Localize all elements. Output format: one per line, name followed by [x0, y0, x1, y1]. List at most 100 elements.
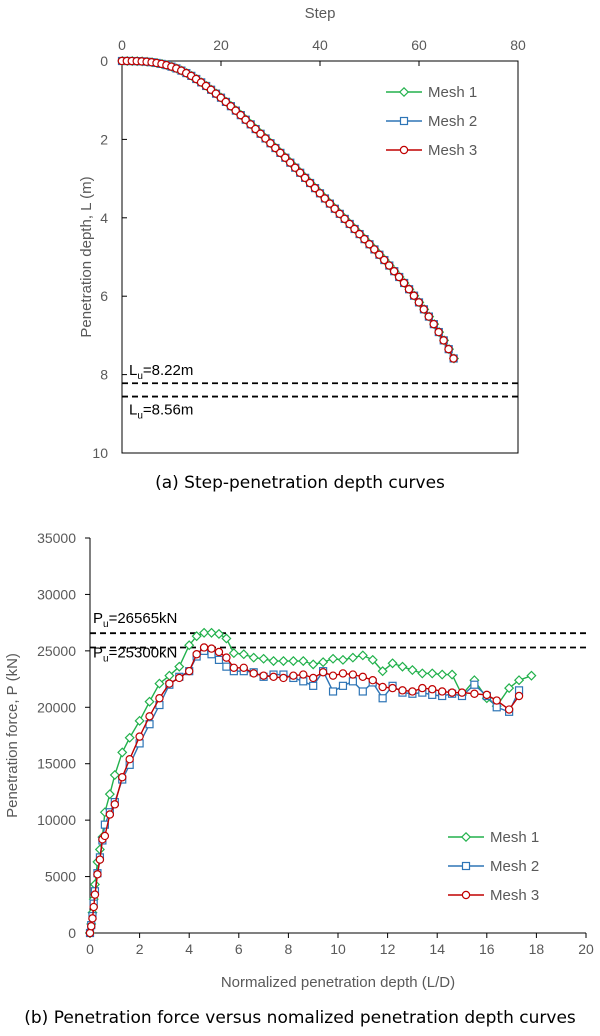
x-tick-label: 8 [285, 941, 293, 957]
y-tick-label: 6 [100, 288, 108, 304]
data-point [238, 649, 249, 660]
data-point [289, 671, 298, 680]
data-point [279, 673, 288, 683]
x-axis-title: Normalized penetration depth (L/D) [221, 974, 455, 991]
data-point [470, 680, 479, 689]
x-tick-label: 12 [380, 941, 396, 957]
data-point [437, 687, 447, 696]
data-point [239, 663, 248, 672]
data-point [165, 679, 174, 688]
data-point [229, 663, 239, 672]
data-point [404, 285, 414, 294]
data-point [514, 691, 524, 701]
y-tick-label: 0 [68, 925, 76, 941]
data-point [299, 670, 308, 679]
data-point [447, 688, 457, 697]
reference-label-2: Pu=25300kN [93, 644, 177, 664]
x-tick-label: 60 [411, 37, 427, 53]
data-point [315, 189, 325, 198]
data-point [124, 732, 135, 743]
data-point [367, 654, 378, 665]
data-point [504, 683, 515, 694]
data-point [236, 110, 245, 120]
data-point [288, 655, 299, 667]
data-point [199, 643, 209, 652]
data-point [397, 661, 408, 672]
data-point [380, 255, 389, 265]
data-point [388, 683, 397, 693]
y-tick-label: 2 [100, 131, 108, 147]
data-point [310, 183, 320, 193]
y-tick-label: 15000 [37, 756, 76, 772]
data-point [357, 650, 368, 661]
data-point [387, 658, 398, 669]
data-point [325, 199, 334, 208]
data-point [348, 677, 357, 686]
data-point [104, 789, 115, 800]
data-point [338, 681, 348, 690]
legend-marker [399, 116, 409, 126]
y-tick-label: 25000 [37, 643, 76, 659]
step-depth-chart: 0 20 40 60 80 0 2 4 6 8 10 Step Penetration depth, L… [78, 5, 526, 461]
data-point [175, 673, 184, 683]
data-point [155, 694, 164, 703]
data-point [214, 655, 224, 664]
data-point [89, 902, 98, 912]
legend-marker [461, 861, 471, 871]
data-point [266, 139, 275, 148]
data-point [144, 696, 155, 707]
data-point [350, 224, 359, 234]
data-point [338, 669, 348, 678]
data-point [105, 810, 115, 819]
data-point [118, 773, 127, 782]
data-point [281, 153, 290, 162]
y-tick-label: 10000 [37, 812, 76, 828]
reference-label-1: Pu=26565kN [93, 610, 177, 630]
data-point [482, 690, 491, 700]
data-point [300, 173, 310, 183]
data-point [330, 204, 339, 213]
data-point [318, 668, 328, 677]
x-tick-label: 0 [86, 941, 94, 957]
data-point [222, 662, 231, 671]
data-point [439, 336, 448, 345]
reference-label-1: Lu=8.22m [129, 362, 193, 382]
x-tick-label: 40 [312, 37, 328, 53]
data-point [241, 115, 250, 124]
data-point [407, 664, 418, 676]
data-point [269, 672, 278, 682]
data-point [94, 844, 105, 855]
data-point [409, 291, 419, 300]
legend-label: Mesh 3 [428, 142, 477, 159]
data-point [184, 640, 195, 651]
data-point [447, 669, 458, 680]
y-axis-title: Penetration force, P (kN) [4, 653, 21, 818]
y-tick-label: 20000 [37, 699, 76, 715]
data-point [258, 653, 269, 664]
data-point [419, 305, 428, 314]
data-point [394, 272, 404, 282]
data-point [305, 178, 315, 188]
data-point [444, 344, 453, 354]
series-line [122, 60, 455, 359]
x-tick-label: 14 [429, 941, 445, 957]
data-point [207, 644, 216, 653]
reference-label-2: Lu=8.56m [129, 402, 193, 422]
legend-marker [460, 831, 472, 843]
data-point [526, 670, 537, 681]
data-point [358, 687, 367, 696]
data-point [88, 914, 97, 923]
series-line [122, 60, 455, 359]
legend-label: Mesh 1 [490, 829, 539, 846]
x-tick-label: 10 [330, 941, 346, 957]
data-point [199, 627, 210, 638]
data-point [492, 703, 501, 712]
x-tick-label: 4 [185, 941, 193, 957]
y-tick-label: 10 [92, 445, 108, 461]
data-point [417, 668, 428, 679]
data-point [414, 298, 424, 307]
data-point [328, 687, 338, 696]
data-point [191, 631, 202, 642]
data-point [268, 655, 279, 667]
data-point [427, 668, 438, 679]
